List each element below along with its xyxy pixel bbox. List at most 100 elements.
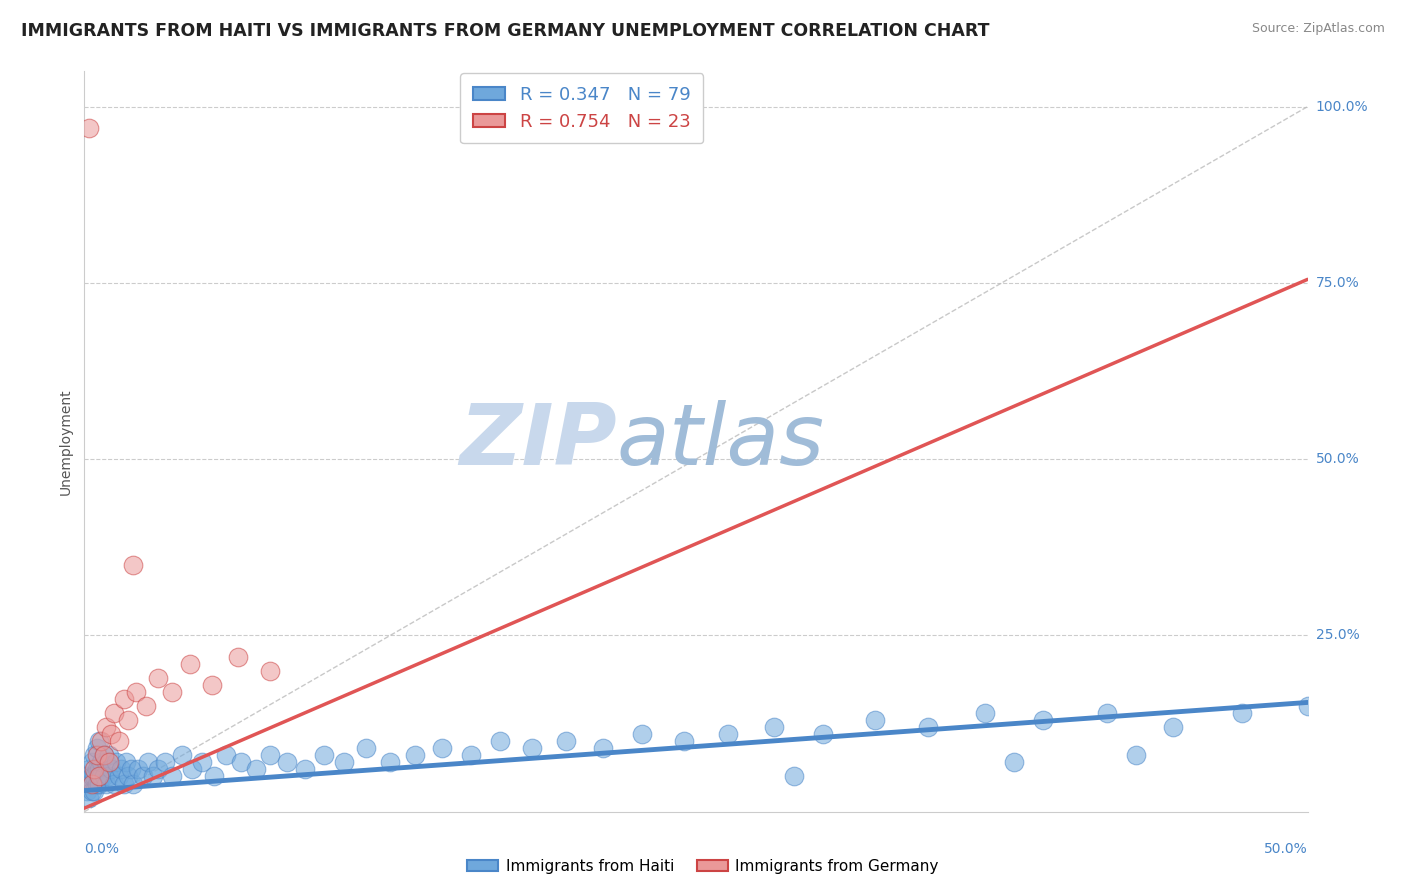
Text: 100.0%: 100.0% — [1316, 100, 1368, 113]
Point — [77, 776, 100, 790]
Point — [115, 756, 138, 770]
Legend: R = 0.347   N = 79, R = 0.754   N = 23: R = 0.347 N = 79, R = 0.754 N = 23 — [460, 73, 703, 144]
Point — [120, 763, 142, 777]
Point — [404, 748, 426, 763]
Point — [631, 727, 654, 741]
Point — [245, 763, 267, 777]
Point — [354, 741, 377, 756]
Point — [112, 776, 135, 790]
Point — [460, 748, 482, 763]
Point — [811, 727, 834, 741]
Point — [93, 769, 115, 783]
Point — [117, 713, 139, 727]
Point — [86, 748, 108, 763]
Point — [103, 706, 125, 720]
Point — [1032, 713, 1054, 727]
Point — [87, 769, 110, 783]
Point — [181, 763, 204, 777]
Point — [783, 769, 806, 783]
Point — [77, 790, 100, 805]
Text: Source: ZipAtlas.com: Source: ZipAtlas.com — [1251, 22, 1385, 36]
Point — [83, 763, 105, 777]
Point — [153, 756, 176, 770]
Point — [87, 734, 110, 748]
Point — [93, 748, 115, 763]
Text: 0.0%: 0.0% — [84, 842, 120, 856]
Point — [100, 763, 122, 777]
Point — [110, 763, 132, 777]
Point — [380, 756, 402, 770]
Point — [80, 783, 103, 797]
Point — [90, 769, 112, 783]
Point — [80, 776, 103, 790]
Point — [172, 748, 194, 763]
Point — [83, 748, 105, 763]
Point — [127, 763, 149, 777]
Point — [1161, 720, 1184, 734]
Point — [592, 741, 614, 756]
Point — [555, 734, 578, 748]
Point — [83, 783, 105, 797]
Point — [200, 678, 222, 692]
Point — [80, 756, 103, 770]
Text: 50.0%: 50.0% — [1264, 842, 1308, 856]
Point — [77, 120, 100, 135]
Text: 75.0%: 75.0% — [1316, 276, 1360, 290]
Point — [107, 734, 129, 748]
Point — [76, 769, 98, 783]
Point — [146, 763, 169, 777]
Legend: Immigrants from Haiti, Immigrants from Germany: Immigrants from Haiti, Immigrants from G… — [461, 853, 945, 880]
Point — [146, 671, 169, 685]
Text: IMMIGRANTS FROM HAITI VS IMMIGRANTS FROM GERMANY UNEMPLOYMENT CORRELATION CHART: IMMIGRANTS FROM HAITI VS IMMIGRANTS FROM… — [21, 22, 990, 40]
Point — [105, 756, 128, 770]
Point — [179, 657, 201, 671]
Point — [202, 769, 225, 783]
Point — [77, 763, 100, 777]
Point — [86, 776, 108, 790]
Point — [112, 692, 135, 706]
Point — [93, 748, 115, 763]
Point — [96, 776, 118, 790]
Point — [107, 769, 129, 783]
Point — [117, 769, 139, 783]
Point — [917, 720, 939, 734]
Point — [215, 748, 238, 763]
Point — [294, 763, 316, 777]
Point — [100, 727, 122, 741]
Point — [717, 727, 740, 741]
Point — [1002, 756, 1025, 770]
Point — [122, 776, 145, 790]
Point — [489, 734, 512, 748]
Point — [135, 698, 157, 713]
Point — [259, 748, 281, 763]
Point — [122, 558, 145, 572]
Point — [87, 776, 110, 790]
Y-axis label: Unemployment: Unemployment — [59, 388, 73, 495]
Point — [80, 769, 103, 783]
Point — [191, 756, 214, 770]
Point — [97, 769, 120, 783]
Point — [142, 769, 165, 783]
Point — [863, 713, 886, 727]
Point — [672, 734, 695, 748]
Point — [83, 769, 105, 783]
Point — [1296, 698, 1319, 713]
Point — [314, 748, 336, 763]
Point — [125, 685, 148, 699]
Point — [97, 748, 120, 763]
Point — [229, 756, 252, 770]
Point — [90, 734, 112, 748]
Point — [86, 763, 108, 777]
Point — [132, 769, 155, 783]
Point — [1230, 706, 1253, 720]
Point — [96, 756, 118, 770]
Point — [763, 720, 786, 734]
Point — [87, 763, 110, 777]
Point — [96, 720, 118, 734]
Point — [162, 685, 184, 699]
Point — [228, 649, 250, 664]
Point — [86, 741, 108, 756]
Point — [973, 706, 995, 720]
Point — [97, 756, 120, 770]
Point — [276, 756, 298, 770]
